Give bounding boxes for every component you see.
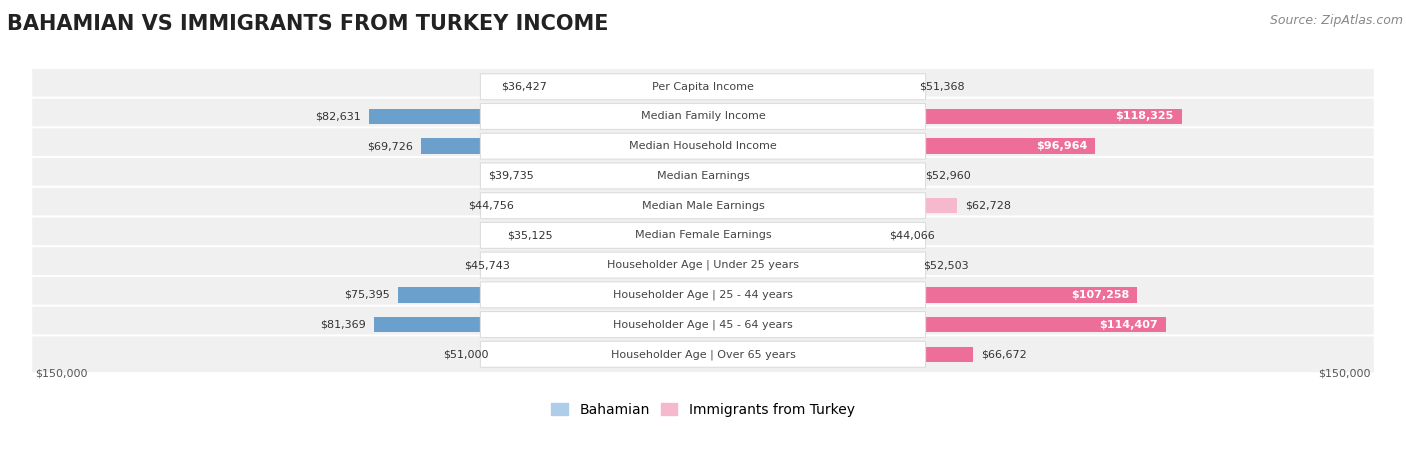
FancyBboxPatch shape <box>481 104 925 129</box>
Text: $96,964: $96,964 <box>1036 141 1087 151</box>
FancyBboxPatch shape <box>368 109 703 124</box>
FancyBboxPatch shape <box>703 257 915 273</box>
FancyBboxPatch shape <box>481 222 925 248</box>
FancyBboxPatch shape <box>31 68 1375 106</box>
FancyBboxPatch shape <box>31 246 1375 284</box>
Text: $51,000: $51,000 <box>443 349 488 359</box>
Text: $36,427: $36,427 <box>502 82 547 92</box>
Text: Householder Age | 45 - 64 years: Householder Age | 45 - 64 years <box>613 319 793 330</box>
FancyBboxPatch shape <box>703 347 973 362</box>
Text: Median Male Earnings: Median Male Earnings <box>641 201 765 211</box>
FancyBboxPatch shape <box>703 317 1166 333</box>
Text: $44,756: $44,756 <box>468 201 513 211</box>
FancyBboxPatch shape <box>374 317 703 333</box>
Text: Householder Age | Under 25 years: Householder Age | Under 25 years <box>607 260 799 270</box>
Text: $82,631: $82,631 <box>315 112 360 121</box>
Text: $114,407: $114,407 <box>1099 319 1159 330</box>
Text: $62,728: $62,728 <box>965 201 1011 211</box>
FancyBboxPatch shape <box>481 252 925 278</box>
FancyBboxPatch shape <box>703 227 882 243</box>
FancyBboxPatch shape <box>420 139 703 154</box>
Text: $51,368: $51,368 <box>920 82 965 92</box>
Text: Per Capita Income: Per Capita Income <box>652 82 754 92</box>
FancyBboxPatch shape <box>481 163 925 189</box>
Text: $45,743: $45,743 <box>464 260 510 270</box>
Text: $66,672: $66,672 <box>981 349 1026 359</box>
FancyBboxPatch shape <box>481 74 925 100</box>
FancyBboxPatch shape <box>703 198 957 213</box>
FancyBboxPatch shape <box>481 193 925 219</box>
FancyBboxPatch shape <box>31 157 1375 195</box>
FancyBboxPatch shape <box>31 187 1375 225</box>
FancyBboxPatch shape <box>31 127 1375 165</box>
FancyBboxPatch shape <box>481 133 925 159</box>
FancyBboxPatch shape <box>31 98 1375 135</box>
Text: $52,960: $52,960 <box>925 171 972 181</box>
FancyBboxPatch shape <box>703 139 1095 154</box>
Text: $44,066: $44,066 <box>890 230 935 241</box>
Text: Source: ZipAtlas.com: Source: ZipAtlas.com <box>1270 14 1403 27</box>
Text: $81,369: $81,369 <box>319 319 366 330</box>
Text: Householder Age | Over 65 years: Householder Age | Over 65 years <box>610 349 796 360</box>
FancyBboxPatch shape <box>517 257 703 273</box>
FancyBboxPatch shape <box>31 276 1375 314</box>
Text: Median Family Income: Median Family Income <box>641 112 765 121</box>
FancyBboxPatch shape <box>555 79 703 94</box>
Text: Median Household Income: Median Household Income <box>628 141 778 151</box>
FancyBboxPatch shape <box>703 287 1137 303</box>
FancyBboxPatch shape <box>703 109 1182 124</box>
FancyBboxPatch shape <box>703 168 917 184</box>
Text: Median Earnings: Median Earnings <box>657 171 749 181</box>
Text: BAHAMIAN VS IMMIGRANTS FROM TURKEY INCOME: BAHAMIAN VS IMMIGRANTS FROM TURKEY INCOM… <box>7 14 609 34</box>
FancyBboxPatch shape <box>31 306 1375 343</box>
Text: $107,258: $107,258 <box>1071 290 1129 300</box>
Text: $69,726: $69,726 <box>367 141 413 151</box>
FancyBboxPatch shape <box>522 198 703 213</box>
FancyBboxPatch shape <box>481 341 925 367</box>
Text: Householder Age | 25 - 44 years: Householder Age | 25 - 44 years <box>613 290 793 300</box>
Text: $150,000: $150,000 <box>35 368 87 379</box>
FancyBboxPatch shape <box>481 282 925 308</box>
Text: $118,325: $118,325 <box>1115 112 1174 121</box>
Legend: Bahamian, Immigrants from Turkey: Bahamian, Immigrants from Turkey <box>546 397 860 423</box>
Text: $150,000: $150,000 <box>1319 368 1371 379</box>
FancyBboxPatch shape <box>496 347 703 362</box>
FancyBboxPatch shape <box>398 287 703 303</box>
Text: $52,503: $52,503 <box>924 260 969 270</box>
FancyBboxPatch shape <box>31 335 1375 373</box>
Text: $35,125: $35,125 <box>508 230 553 241</box>
FancyBboxPatch shape <box>543 168 703 184</box>
Text: $39,735: $39,735 <box>488 171 534 181</box>
FancyBboxPatch shape <box>703 79 911 94</box>
FancyBboxPatch shape <box>481 311 925 338</box>
Text: Median Female Earnings: Median Female Earnings <box>634 230 772 241</box>
FancyBboxPatch shape <box>31 217 1375 254</box>
Text: $75,395: $75,395 <box>344 290 389 300</box>
FancyBboxPatch shape <box>561 227 703 243</box>
